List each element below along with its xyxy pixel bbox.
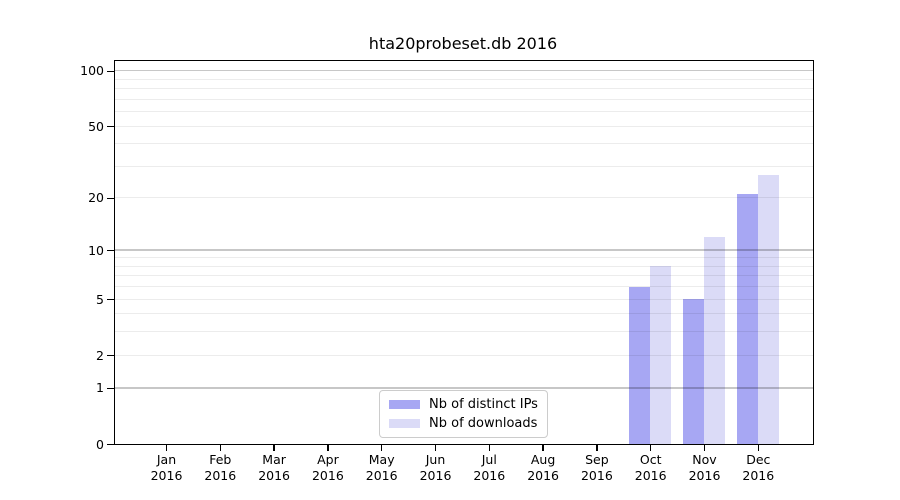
y-axis-tick: [107, 354, 114, 357]
y-axis-tick: [107, 387, 114, 390]
x-label-month: Jan: [156, 452, 177, 467]
x-label-month: Feb: [209, 452, 232, 467]
x-label-year: 2016: [311, 468, 344, 483]
x-tick-label-month: Apr 2016: [296, 452, 360, 484]
x-axis-tick: [649, 444, 652, 451]
x-label-month: Jul: [481, 452, 497, 467]
y-tick-label: 10: [88, 242, 104, 258]
x-axis-tick: [703, 444, 706, 451]
y-tick-label: 1: [96, 380, 104, 396]
x-label-month: Nov: [692, 452, 717, 467]
x-tick-label-month: Dec 2016: [726, 452, 790, 484]
x-axis-tick: [596, 444, 598, 451]
y-tick-label: 5: [96, 291, 104, 307]
x-label-year: 2016: [742, 468, 775, 483]
y-tick-label: 0: [96, 436, 104, 452]
x-label-year: 2016: [473, 468, 506, 483]
x-label-month: Dec: [746, 452, 771, 467]
x-axis-tick: [757, 444, 760, 451]
x-tick-label-month: Jan 2016: [135, 452, 199, 484]
legend-item-downloads: Nb of downloads: [389, 415, 538, 431]
bar-distinct-ips: [629, 286, 651, 444]
y-axis-tick: [107, 443, 114, 446]
bar-downloads: [650, 266, 672, 444]
x-label-year: 2016: [150, 468, 183, 483]
x-axis-tick: [165, 444, 168, 451]
x-tick-label-month: Mar 2016: [242, 452, 306, 484]
chart-title: hta20probeset.db 2016: [368, 34, 558, 53]
x-tick-label-month: Oct 2016: [619, 452, 683, 484]
x-label-month: May: [368, 452, 395, 467]
x-axis-tick: [273, 444, 275, 451]
x-label-month: Oct: [639, 452, 662, 467]
x-tick-label-month: Feb 2016: [188, 452, 252, 484]
y-axis-tick: [107, 249, 114, 252]
legend: Nb of distinct IPs Nb of downloads: [379, 390, 548, 438]
x-label-year: 2016: [258, 468, 290, 483]
bar-downloads: [757, 174, 779, 444]
bars-layer: [115, 61, 813, 444]
y-axis-tick: [107, 197, 114, 200]
x-axis-tick: [542, 444, 544, 451]
x-tick-label-month: Sep 2016: [565, 452, 629, 484]
y-tick-label: 100: [80, 63, 104, 79]
x-axis-tick: [327, 444, 329, 451]
x-label-year: 2016: [419, 468, 452, 483]
bar-distinct-ips: [736, 194, 758, 444]
bar-downloads: [704, 236, 725, 444]
x-axis-tick: [380, 444, 383, 451]
x-label-year: 2016: [634, 468, 667, 483]
x-label-month: Sep: [585, 452, 609, 467]
legend-label-downloads: Nb of downloads: [429, 415, 538, 431]
x-tick-label-month: Nov 2016: [673, 452, 737, 484]
x-tick-label-month: Jun 2016: [404, 452, 468, 484]
bar-distinct-ips: [683, 299, 704, 444]
x-label-year: 2016: [527, 468, 559, 483]
legend-label-distinct-ips: Nb of distinct IPs: [429, 396, 538, 412]
legend-swatch-distinct-ips: [389, 400, 420, 409]
x-label-year: 2016: [580, 468, 613, 483]
x-label-month: Jun: [425, 452, 446, 467]
x-label-month: Aug: [530, 452, 556, 467]
y-axis-tick: [107, 70, 114, 73]
legend-item-distinct-ips: Nb of distinct IPs: [389, 396, 538, 412]
y-tick-label: 2: [96, 347, 104, 363]
x-label-month: Apr: [317, 452, 339, 467]
x-axis-tick: [219, 444, 222, 451]
x-label-year: 2016: [688, 468, 721, 483]
x-axis-tick: [434, 444, 437, 451]
y-tick-label: 20: [88, 190, 104, 206]
x-label-year: 2016: [365, 468, 398, 483]
legend-swatch-downloads: [389, 419, 420, 428]
x-label-year: 2016: [204, 468, 237, 483]
plot-area: Nb of distinct IPs Nb of downloads: [114, 60, 814, 445]
x-tick-label-month: May 2016: [350, 452, 414, 484]
y-tick-label: 50: [88, 118, 104, 134]
x-tick-label-month: Jul 2016: [457, 452, 521, 484]
x-tick-label-month: Aug 2016: [511, 452, 575, 484]
y-axis-tick: [107, 125, 114, 128]
x-axis-tick: [488, 444, 491, 451]
x-label-month: Mar: [262, 452, 286, 467]
y-axis-tick: [107, 298, 114, 301]
